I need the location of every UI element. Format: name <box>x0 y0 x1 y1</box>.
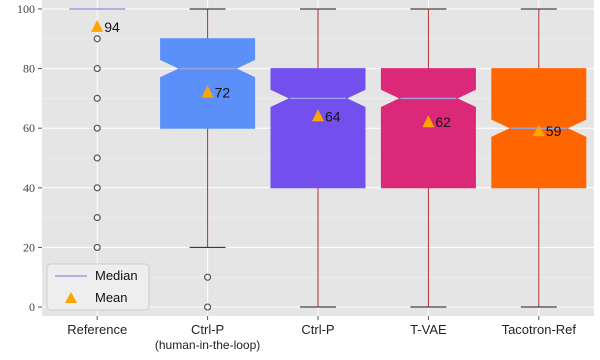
box-1: 72 <box>160 8 256 311</box>
y-tick-label: 100 <box>17 2 35 16</box>
legend-mean-swatch <box>65 292 77 303</box>
box-4: 59 <box>491 8 587 308</box>
x-category-label: Reference <box>67 322 127 337</box>
y-tick-label: 60 <box>23 121 35 135</box>
outlier-point <box>93 184 101 192</box>
mean-marker <box>422 115 435 128</box>
outlier-point <box>204 303 212 311</box>
box-body <box>380 68 476 189</box>
mean-value-label: 59 <box>546 123 562 139</box>
box-body <box>270 68 366 189</box>
mean-value-label: 72 <box>215 84 231 100</box>
box-3: 62 <box>380 8 476 308</box>
mean-marker <box>201 85 214 98</box>
y-tick-label: 40 <box>23 181 35 195</box>
mean-marker <box>532 124 545 137</box>
box-2: 64 <box>270 8 366 308</box>
outlier-point <box>93 35 101 43</box>
outlier-point <box>93 64 101 73</box>
y-tick-label: 0 <box>29 300 35 314</box>
mean-value-label: 62 <box>435 114 451 130</box>
outlier-point <box>204 273 212 281</box>
x-category-label: Tacotron-Ref <box>502 322 577 337</box>
x-category-label: Ctrl-P <box>301 322 334 337</box>
y-axis-ticks: 0 20 40 60 80 100 <box>17 2 42 314</box>
mean-marker <box>312 109 324 122</box>
x-axis-labels: Reference Ctrl-P(human-in-the-loop)Ctrl-P… <box>67 316 576 352</box>
x-category-sublabel: (human-in-the-loop) <box>155 338 260 352</box>
x-category-label: Ctrl-P <box>191 322 224 337</box>
box-body <box>160 38 256 129</box>
legend-median-label: Median <box>95 268 138 283</box>
legend: Median Mean <box>46 263 150 311</box>
mean-value-label: 64 <box>325 108 341 124</box>
mean-marker <box>91 19 104 32</box>
outlier-point <box>93 124 101 132</box>
legend-mean-label: Mean <box>95 290 128 305</box>
outlier-point <box>93 214 101 222</box>
y-tick-label: 80 <box>23 62 35 76</box>
outlier-point <box>93 94 101 102</box>
boxes: 94 72 64 62 59 <box>69 8 587 311</box>
y-tick-label: 20 <box>23 240 35 254</box>
outlier-point <box>93 154 101 162</box>
x-category-label: T-VAE <box>410 322 447 337</box>
mean-value-label: 94 <box>104 19 120 35</box>
outlier-point <box>93 243 101 252</box>
